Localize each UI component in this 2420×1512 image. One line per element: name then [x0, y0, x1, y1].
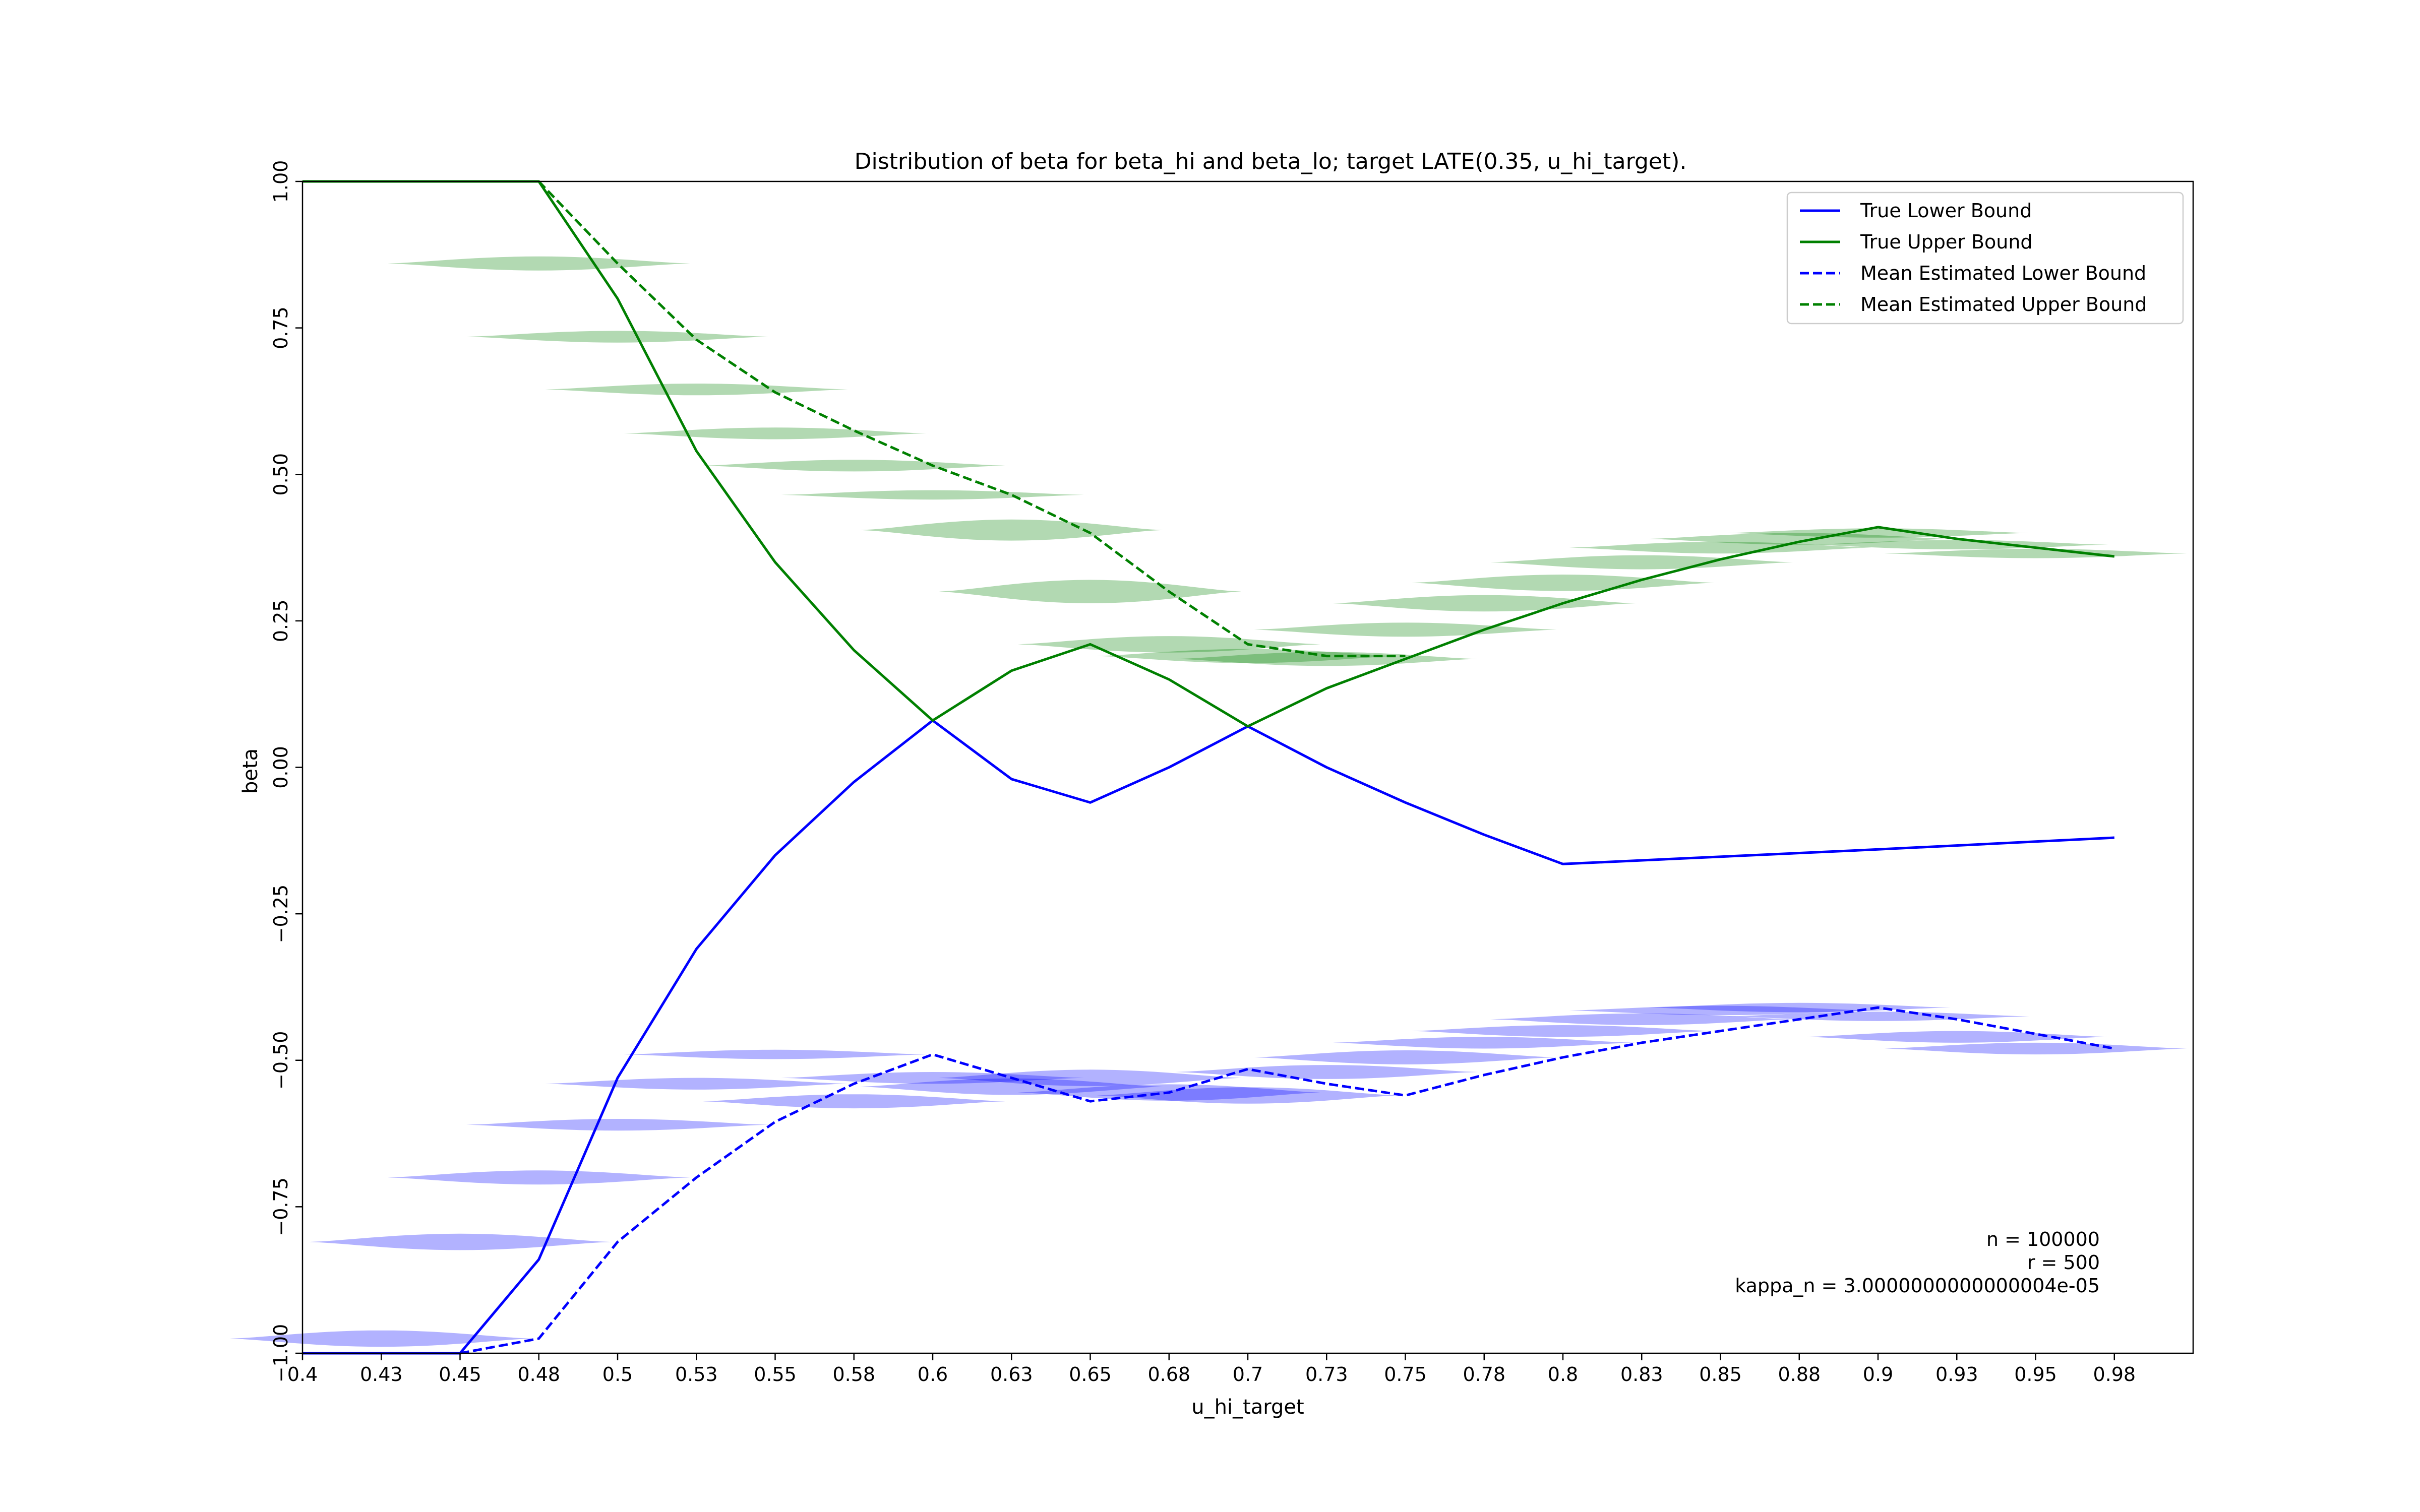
- lower-violin: [781, 1072, 1084, 1084]
- y-tick-label: 0.00: [270, 746, 292, 789]
- upper-violin: [545, 384, 848, 396]
- upper-violin: [624, 427, 927, 439]
- y-tick-label: 0.50: [270, 453, 292, 496]
- x-tick-label: 0.48: [517, 1363, 560, 1385]
- lower-violin: [1254, 1050, 1557, 1064]
- y-tick-label: 0.75: [270, 306, 292, 349]
- x-tick-label: 0.98: [2093, 1363, 2136, 1385]
- x-tick-label: 0.65: [1069, 1363, 1112, 1385]
- lower-violin: [939, 1069, 1242, 1086]
- x-tick-label: 0.43: [360, 1363, 403, 1385]
- upper-violin: [1648, 533, 1951, 545]
- upper-violin: [1727, 528, 2029, 538]
- upper-violin: [1412, 575, 1714, 591]
- lower-violin: [1569, 1005, 1872, 1016]
- x-tick-label: 0.88: [1778, 1363, 1821, 1385]
- lower-violin: [466, 1119, 769, 1131]
- x-tick-label: 0.73: [1305, 1363, 1348, 1385]
- x-tick-label: 0.83: [1620, 1363, 1663, 1385]
- upper-violin: [1254, 622, 1557, 637]
- legend-items: True Lower Bound True Upper Bound Mean Est…: [1800, 200, 2147, 316]
- lower-violin: [230, 1330, 533, 1347]
- chart-title: Distribution of beta for beta_hi and bet…: [855, 149, 1687, 174]
- x-tick-label: 0.58: [832, 1363, 875, 1385]
- x-tick-label: 0.68: [1147, 1363, 1190, 1385]
- x-tick-label: 0.95: [2014, 1363, 2057, 1385]
- lower-violin: [702, 1094, 1005, 1109]
- series-line-mean-estimated-upper-bound: [537, 180, 1406, 658]
- x-tick-label: 0.6: [918, 1363, 948, 1385]
- series-line-true-upper-bound: [302, 180, 2115, 728]
- legend-label-true-upper-bound: True Upper Bound: [1860, 231, 2033, 253]
- violins-upper: [387, 256, 2187, 666]
- lower-violin: [1333, 1037, 1636, 1049]
- lower-violin: [1412, 1025, 1714, 1037]
- upper-violin: [860, 519, 1163, 541]
- lower-violin: [545, 1078, 848, 1090]
- x-axis-label: u_hi_target: [1191, 1396, 1304, 1419]
- y-tick-label: −0.25: [270, 885, 292, 943]
- x-tick-label: 0.4: [287, 1363, 318, 1385]
- upper-violin: [1569, 541, 1872, 554]
- y-tick-label: −1.00: [270, 1324, 292, 1382]
- y-tick-label: −0.50: [270, 1031, 292, 1090]
- x-tick-label: 0.78: [1463, 1363, 1505, 1385]
- series-lines: [302, 180, 2115, 1355]
- legend-box: [1786, 192, 2184, 325]
- legend-label-mean-estimated-upper-bound: Mean Estimated Upper Bound: [1860, 293, 2147, 316]
- upper-violin: [1490, 555, 1793, 570]
- lower-violin: [309, 1233, 612, 1250]
- lower-violin: [1490, 1013, 1793, 1025]
- x-tick-label: 0.45: [439, 1363, 481, 1385]
- legend: True Lower Bound True Upper Bound Mean Est…: [1786, 192, 2184, 325]
- violins-lower: [230, 1002, 2187, 1347]
- x-tick-label: 0.53: [675, 1363, 718, 1385]
- x-tick-label: 0.85: [1699, 1363, 1742, 1385]
- upper-violin: [1017, 636, 1320, 653]
- stats-annotation: n = 100000 r = 500 kappa_n = 3.000000000…: [1735, 1228, 2100, 1297]
- x-axis-ticks: 0.4 0.43 0.45 0.48 0.5 0.53 0.55 0.58 0.6 0.63 0.6…: [287, 1353, 2136, 1385]
- legend-label-true-lower-bound: True Lower Bound: [1860, 200, 2032, 222]
- lower-violin: [1884, 1042, 2187, 1055]
- x-tick-label: 0.75: [1384, 1363, 1427, 1385]
- lower-violin: [624, 1049, 927, 1059]
- legend-label-mean-estimated-lower-bound: Mean Estimated Lower Bound: [1860, 262, 2146, 284]
- x-tick-label: 0.9: [1863, 1363, 1893, 1385]
- upper-violin: [939, 580, 1242, 603]
- y-tick-label: 1.00: [270, 160, 292, 203]
- annotation-r: r = 500: [2027, 1251, 2100, 1274]
- x-tick-label: 0.8: [1548, 1363, 1578, 1385]
- lower-violin: [1648, 1002, 1951, 1013]
- x-tick-label: 0.93: [1935, 1363, 1978, 1385]
- x-tick-label: 0.55: [754, 1363, 797, 1385]
- x-tick-label: 0.63: [990, 1363, 1033, 1385]
- y-axis-ticks: −1.00 −0.75 −0.50 −0.25 0.00 0.25 0.50 0.75 1.00: [270, 160, 302, 1382]
- lower-violin: [1175, 1065, 1478, 1079]
- annotation-n: n = 100000: [1986, 1228, 2100, 1250]
- series-line-mean-estimated-lower-bound: [460, 1006, 2115, 1355]
- lower-violin: [387, 1170, 690, 1185]
- x-tick-label: 0.5: [602, 1363, 633, 1385]
- x-tick-label: 0.7: [1233, 1363, 1263, 1385]
- y-tick-label: 0.25: [270, 600, 292, 643]
- upper-violin: [466, 331, 769, 343]
- upper-violin: [1333, 595, 1636, 612]
- upper-violin: [702, 460, 1005, 472]
- y-tick-label: −0.75: [270, 1177, 292, 1236]
- y-axis-label: beta: [239, 748, 262, 794]
- series-line-true-lower-bound: [302, 719, 2114, 1355]
- lower-violin: [860, 1078, 1163, 1095]
- annotation-kappa: kappa_n = 3.0000000000000004e-05: [1735, 1275, 2100, 1297]
- upper-violin: [1097, 649, 1399, 663]
